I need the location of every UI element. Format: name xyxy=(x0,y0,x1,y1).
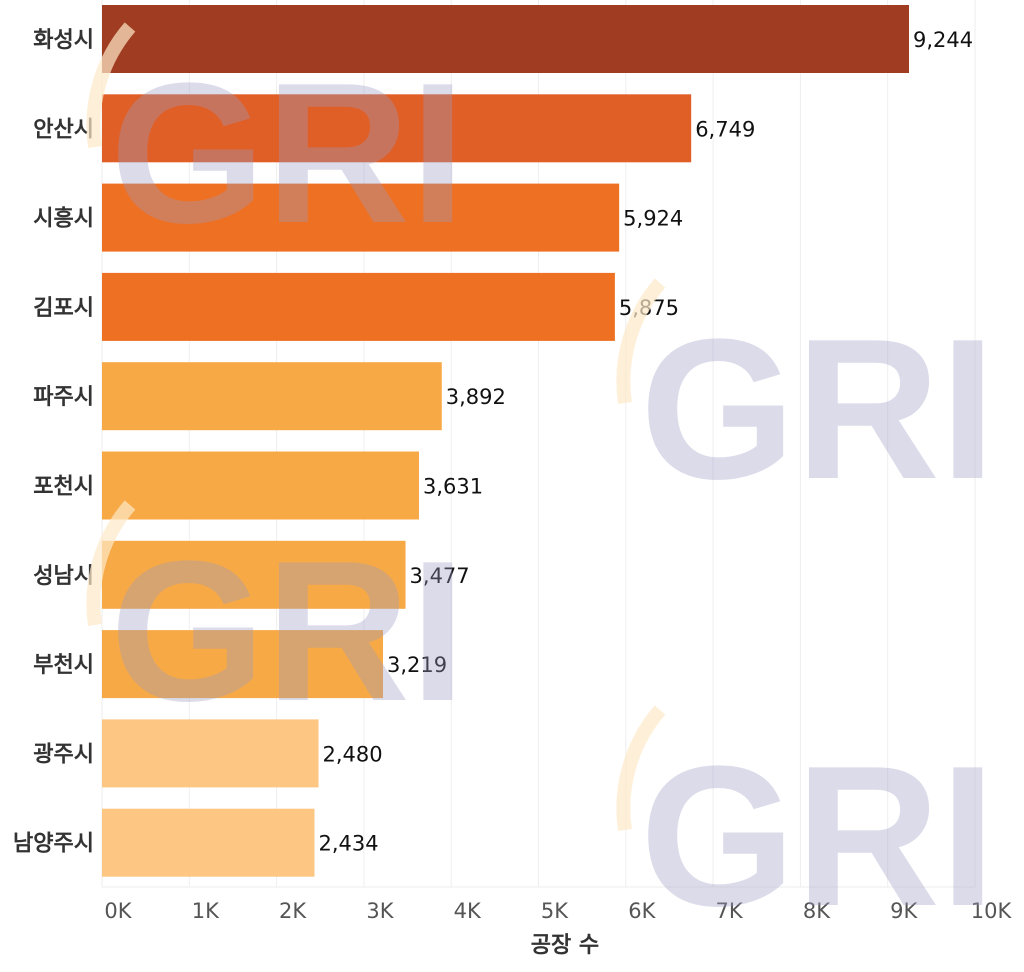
x-tick-label: 3K xyxy=(366,899,394,923)
category-label: 성남시 xyxy=(33,564,94,589)
data-label: 3,477 xyxy=(410,564,470,588)
category-label: 화성시 xyxy=(33,28,94,53)
x-tick-label: 2K xyxy=(279,899,307,923)
bar xyxy=(102,540,406,609)
data-labels: 9,2446,7495,9245,8753,8923,6313,4773,219… xyxy=(318,28,973,856)
watermark-arc xyxy=(86,22,136,149)
data-label: 5,924 xyxy=(623,207,683,231)
x-tick-label: 8K xyxy=(803,899,831,923)
category-label: 안산시 xyxy=(33,117,94,142)
data-label: 2,434 xyxy=(318,832,378,856)
watermark-arc xyxy=(616,705,666,832)
watermark-arc xyxy=(616,278,666,405)
watermark-logo: GRI xyxy=(640,725,996,948)
watermark-logo: GRI xyxy=(640,298,996,521)
category-label: 광주시 xyxy=(33,742,94,767)
category-label: 부천시 xyxy=(33,653,94,678)
x-tick-label: 0K xyxy=(104,899,132,923)
x-tick-label: 9K xyxy=(890,899,918,923)
x-tick-label: 10K xyxy=(971,899,1013,923)
data-label: 3,631 xyxy=(423,475,483,499)
bar xyxy=(102,451,419,520)
bar xyxy=(102,630,384,699)
category-label: 김포시 xyxy=(33,296,94,321)
x-tick-label: 1K xyxy=(192,899,220,923)
data-label: 2,480 xyxy=(323,742,383,766)
x-axis-ticks: 0K 1K 2K 3K 4K 5K 6K 7K 8K 9K 10K xyxy=(104,899,1012,923)
bar xyxy=(102,94,692,163)
category-label: 파주시 xyxy=(33,385,94,410)
bar xyxy=(102,719,319,788)
data-label: 9,244 xyxy=(913,28,973,52)
category-label: 포천시 xyxy=(33,475,94,500)
bar xyxy=(102,183,620,252)
category-label: 남양주시 xyxy=(13,832,94,857)
watermark-logo: GRI xyxy=(110,520,466,743)
x-tick-label: 6K xyxy=(628,899,656,923)
data-label: 3,219 xyxy=(387,653,447,677)
data-label: 3,892 xyxy=(446,385,506,409)
bar xyxy=(102,808,315,877)
bars xyxy=(102,5,910,877)
watermark-arc xyxy=(86,500,136,627)
x-tick-label: 4K xyxy=(454,899,482,923)
data-label: 6,749 xyxy=(695,117,755,141)
watermarks: GRI GRI GRI GRI xyxy=(86,22,996,948)
x-tick-label: 5K xyxy=(541,899,569,923)
watermark-logo: GRI xyxy=(110,42,466,265)
bar xyxy=(102,5,910,73)
x-tick-label: 7K xyxy=(716,899,744,923)
x-axis-label: 공장 수 xyxy=(531,933,599,958)
bar xyxy=(102,272,615,341)
category-label: 시흥시 xyxy=(33,207,94,232)
bar xyxy=(102,362,442,431)
